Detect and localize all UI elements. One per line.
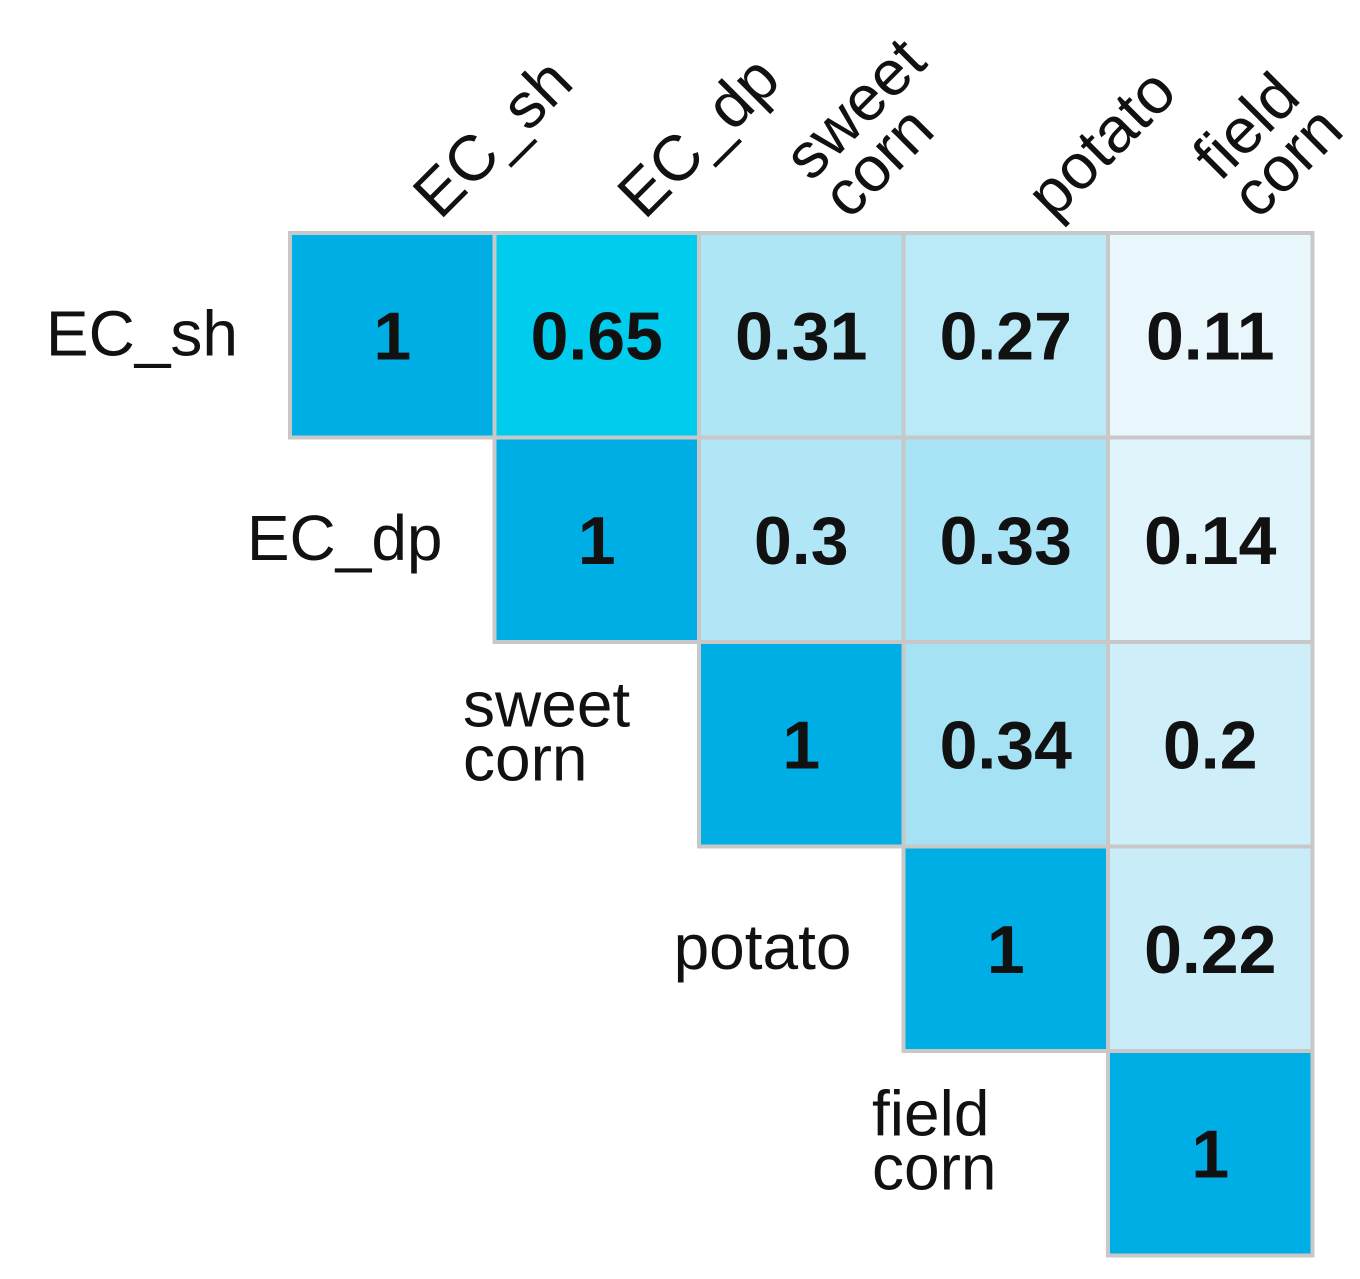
cell-value-field-corn-field-corn: 1 <box>1191 1116 1229 1192</box>
cell-value-ec-dp-field-corn: 0.14 <box>1144 503 1277 579</box>
row-label-ec-sh: EC_sh <box>46 297 238 369</box>
cell-value-sweet-corn-sweet-corn: 1 <box>782 707 820 783</box>
row-labels: EC_sh EC_dp sweet corn potato field corn <box>46 297 997 1203</box>
row-label-ec-dp: EC_dp <box>247 502 443 574</box>
cell-value-potato-field-corn: 0.22 <box>1144 912 1276 988</box>
column-label-field-corn: fieldcorn <box>1179 54 1356 231</box>
column-label-sweet-corn: sweetcorn <box>770 23 977 230</box>
row-label-sweet-corn: sweet corn <box>463 668 630 794</box>
cell-ec-sh-ec-dp <box>492 231 701 440</box>
column-label-ec-dp: EC_dp <box>603 42 792 231</box>
cell-value-ec-dp-potato: 0.33 <box>940 503 1072 579</box>
cell-value-ec-dp-ec-dp: 1 <box>578 503 616 579</box>
row-label-potato: potato <box>674 911 852 983</box>
cell-potato-field-corn <box>1106 844 1315 1053</box>
heatmap-cells <box>288 231 1315 1258</box>
cell-field-corn-field-corn <box>1106 1049 1315 1258</box>
cell-ec-sh-ec-sh <box>288 231 497 440</box>
cell-value-ec-sh-ec-sh: 1 <box>373 298 411 374</box>
cell-value-ec-dp-sweet-corn: 0.3 <box>754 503 849 579</box>
cell-value-ec-sh-ec-dp: 0.65 <box>531 298 663 374</box>
cell-sweet-corn-sweet-corn <box>697 640 906 849</box>
cell-sweet-corn-field-corn <box>1106 640 1315 849</box>
cell-ec-dp-ec-dp <box>492 435 701 644</box>
row-label-field-corn: field corn <box>872 1077 997 1203</box>
cell-value-ec-sh-sweet-corn: 0.31 <box>735 298 867 374</box>
cell-value-ec-sh-potato: 0.27 <box>940 298 1072 374</box>
cell-ec-sh-sweet-corn <box>697 231 906 440</box>
cell-value-sweet-corn-potato: 0.34 <box>940 707 1073 783</box>
cell-values: 1 0.65 0.31 0.27 0.11 1 0.3 0.33 0.14 1 0.34 0.2 1 0.… <box>373 298 1276 1192</box>
cell-value-ec-sh-field-corn: 0.11 <box>1146 298 1275 374</box>
cell-value-potato-potato: 1 <box>987 912 1025 988</box>
column-label-ec-sh: EC_sh <box>399 44 586 231</box>
cell-ec-dp-potato <box>901 435 1110 644</box>
cell-potato-potato <box>901 844 1110 1053</box>
cell-value-sweet-corn-field-corn: 0.2 <box>1163 707 1258 783</box>
column-label-potato: potato <box>1012 54 1189 231</box>
